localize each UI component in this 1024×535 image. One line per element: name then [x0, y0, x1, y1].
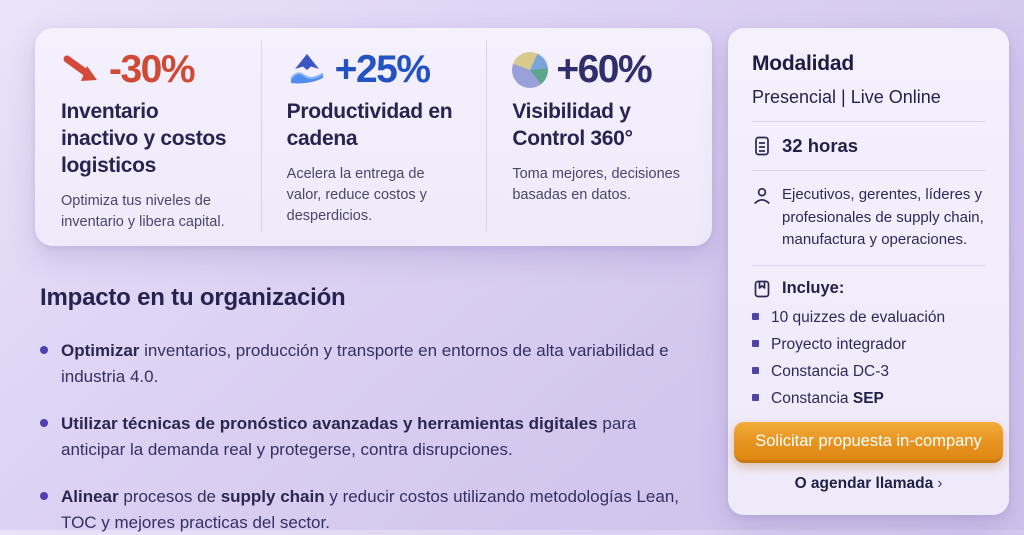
includes-label: Incluye:: [782, 279, 845, 297]
bullet-text: Alinear procesos de supply chain y reduc…: [61, 487, 679, 532]
stat-title: Inventario inactivo y costos logisticos: [61, 100, 227, 177]
stats-card: -30% Inventario inactivo y costos logist…: [35, 28, 712, 246]
bullet-dot-icon: [40, 492, 48, 500]
modality-title: Modalidad: [752, 52, 855, 75]
includes-list: 10 quizzes de evaluación Proyecto integr…: [752, 309, 985, 408]
audience-text: Ejecutivos, gerentes, líderes y profesio…: [782, 186, 984, 248]
duration-row: 32 horas: [752, 135, 985, 157]
person-icon: [754, 187, 770, 204]
divider: [752, 170, 985, 171]
impact-title: Impacto en tu organización: [40, 284, 346, 311]
bullet-dot-icon: [40, 346, 48, 354]
stat-productivity: +25% Productividad en cadena Acelera la …: [260, 28, 487, 246]
stat-value: +25%: [334, 48, 431, 91]
impact-section: Impacto en tu organización Optimizar inv…: [40, 284, 700, 535]
includes-item: 10 quizzes de evaluación: [752, 309, 985, 327]
stat-head: +25%: [287, 50, 463, 89]
schedule-call-link[interactable]: O agendar llamada ›: [794, 474, 943, 492]
stat-description: Optimiza tus niveles de inventario y lib…: [61, 192, 225, 230]
impact-bullet: Alinear procesos de supply chain y reduc…: [40, 484, 700, 535]
includes-item: Constancia DC-3: [752, 363, 985, 381]
stat-head: +60%: [512, 50, 688, 89]
modality-card: Modalidad Presencial | Live Online 32 ho…: [728, 28, 1009, 515]
stat-inventory: -30% Inventario inactivo y costos logist…: [35, 28, 261, 246]
includes-header: Incluye:: [752, 279, 985, 299]
badge-bookmark-icon: [754, 280, 770, 297]
arrow-up-wave-icon: [289, 53, 324, 83]
includes-item: Proyecto integrador: [752, 336, 985, 354]
arrow-down-right-icon: [63, 55, 97, 81]
stat-value: +60%: [556, 48, 652, 91]
divider: [752, 264, 985, 266]
stat-title: Visibilidad y Control 360°: [512, 100, 633, 150]
square-bullet-icon: [752, 393, 759, 401]
bullet-text: Optimizar inventarios, producción y tran…: [61, 341, 669, 386]
stat-description: Toma mejores, decisiones basadas en dato…: [512, 165, 680, 203]
square-bullet-icon: [752, 339, 759, 347]
impact-bullet: Utilizar técnicas de pronóstico avanzada…: [40, 411, 700, 462]
modality-subtitle: Presencial | Live Online: [752, 87, 941, 107]
bullet-text: Utilizar técnicas de pronóstico avanzada…: [61, 414, 637, 459]
stat-title: Productividad en cadena: [286, 100, 453, 150]
impact-bullets: Optimizar inventarios, producción y tran…: [40, 338, 700, 535]
square-bullet-icon: [752, 366, 759, 374]
stat-visibility: +60% Visibilidad y Control 360° Toma mej…: [486, 28, 712, 246]
stat-head: -30%: [61, 50, 237, 89]
square-bullet-icon: [752, 312, 759, 320]
chevron-right-icon: ›: [937, 474, 943, 492]
divider: [752, 121, 985, 122]
audience-row: Ejecutivos, gerentes, líderes y profesio…: [752, 184, 985, 252]
stat-description: Acelera la entrega de valor, reduce cost…: [286, 165, 427, 224]
includes-item: Constancia SEP: [752, 390, 985, 408]
duration-text: 32 horas: [782, 135, 859, 156]
clipboard-schedule-icon: [755, 136, 769, 156]
pie-chart-icon: [512, 51, 549, 88]
bullet-dot-icon: [40, 419, 48, 427]
impact-bullet: Optimizar inventarios, producción y tran…: [40, 338, 700, 389]
stat-value: -30%: [109, 48, 196, 91]
request-proposal-button[interactable]: Solicitar propuesta in-company: [734, 421, 1003, 463]
